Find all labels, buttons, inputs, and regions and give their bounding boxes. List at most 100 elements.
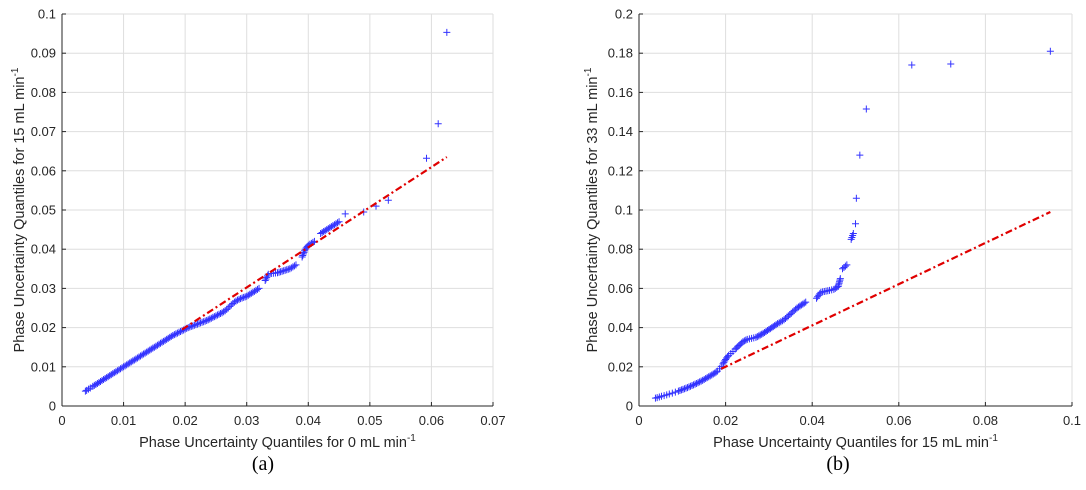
qq-data-point xyxy=(690,381,698,389)
y-tick-label: 0.06 xyxy=(31,163,56,178)
qq-data-point xyxy=(677,386,685,394)
qq-data-point xyxy=(742,336,750,344)
qq-data-point xyxy=(685,383,693,391)
qq-data-point xyxy=(173,329,181,337)
x-axis-title: Phase Uncertainty Quantiles for 15 mL mi… xyxy=(713,433,998,451)
x-tick-label: 0.01 xyxy=(111,413,136,428)
qq-data-point xyxy=(434,120,442,128)
qq-data-point xyxy=(721,357,729,365)
y-tick-label: 0.03 xyxy=(31,281,56,296)
qq-data-point xyxy=(852,220,859,228)
y-tick-label: 0.02 xyxy=(31,320,56,335)
qq-data-point xyxy=(674,387,682,395)
qq-data-point xyxy=(691,380,699,388)
x-tick-label: 0.1 xyxy=(1063,413,1081,428)
qq-data-point xyxy=(693,379,701,387)
qq-data-point xyxy=(262,275,270,283)
qq-data-point xyxy=(240,293,248,301)
qq-data-point xyxy=(703,374,711,382)
qq-data-point xyxy=(203,317,211,325)
y-tick-label: 0.05 xyxy=(31,203,56,218)
y-tick-label: 0.06 xyxy=(608,281,633,296)
qq-plot-panel-b: 0 0.02 0.04 0.06 0.08 0.1 0 0.02 0.04 0.06 0.08 0.1… xyxy=(583,7,1081,476)
qq-data-point xyxy=(702,375,710,383)
y-tick-label: 0 xyxy=(626,399,633,414)
qq-data-point xyxy=(680,385,688,393)
y-tick-label: 0.04 xyxy=(31,242,56,257)
qq-data-point xyxy=(665,390,673,398)
y-tick-label: 0.08 xyxy=(31,85,56,100)
qq-data-point xyxy=(700,375,708,383)
qq-data-point xyxy=(237,295,245,303)
qq-data-point xyxy=(856,151,864,159)
y-tick-label: 0.01 xyxy=(31,359,56,374)
qq-data-point xyxy=(335,218,343,226)
qq-data-point xyxy=(210,313,218,321)
qq-data-point xyxy=(195,319,203,327)
qq-data-point xyxy=(172,330,180,338)
qq-data-point xyxy=(299,251,307,259)
qq-data-point xyxy=(719,360,727,368)
qq-data-point xyxy=(207,314,215,322)
qq-data-point xyxy=(712,368,720,376)
qq-data-point xyxy=(724,353,732,361)
qq-data-point xyxy=(694,379,702,387)
qq-data-point xyxy=(298,253,306,261)
qq-data-point xyxy=(341,210,349,218)
qq-data-point xyxy=(226,302,234,310)
qq-data-point xyxy=(241,293,249,301)
qq-data-point xyxy=(204,316,212,324)
qq-data-point xyxy=(688,382,696,390)
y-tick-label: 0.04 xyxy=(608,320,633,335)
qq-data-point xyxy=(232,297,240,305)
qq-data-point xyxy=(852,194,860,202)
qq-data-point xyxy=(947,60,955,68)
qq-data-point xyxy=(756,331,764,339)
qq-data-point xyxy=(167,332,175,340)
y-tick-label: 0.1 xyxy=(38,7,56,22)
qq-data-point xyxy=(215,310,223,318)
y-axis-title-superscript: -1 xyxy=(583,67,594,76)
qq-data-point xyxy=(697,377,705,385)
y-axis-title-text: Phase Uncertainty Quantiles for 15 mL mi… xyxy=(12,77,28,353)
qq-data-point xyxy=(802,298,810,306)
qq-data-point xyxy=(720,358,728,366)
x-axis-title-text: Phase Uncertainty Quantiles for 15 mL mi… xyxy=(713,435,989,451)
y-axis-title: Phase Uncertainty Quantiles for 15 mL mi… xyxy=(10,67,28,352)
y-axis-title: Phase Uncertainty Quantiles for 33 mL mi… xyxy=(583,67,601,352)
qq-data-point xyxy=(235,295,243,303)
y-tick-label: 0 xyxy=(49,399,56,414)
qq-data-point xyxy=(255,284,263,292)
qq-data-point xyxy=(189,322,197,330)
qq-data-point xyxy=(676,387,684,395)
qq-data-point xyxy=(334,219,342,227)
x-tick-label: 0.06 xyxy=(886,413,911,428)
qq-data-point xyxy=(290,262,298,270)
qq-data-point xyxy=(384,196,392,204)
panel-label: (b) xyxy=(826,453,849,475)
y-axis-title-text: Phase Uncertainty Quantiles for 33 mL mi… xyxy=(585,77,601,353)
x-tick-label: 0.07 xyxy=(480,413,505,428)
y-tick-label: 0.18 xyxy=(608,46,633,61)
qq-data-point xyxy=(908,61,916,69)
x-tick-label: 0.02 xyxy=(172,413,197,428)
y-tick-label: 0.08 xyxy=(608,242,633,257)
qq-plot-panel-a: 0 0.01 0.02 0.03 0.04 0.05 0.06 0.07 0 0.01 0.02 0.… xyxy=(10,7,506,476)
qq-data-point xyxy=(206,315,214,323)
x-tick-label: 0.03 xyxy=(234,413,259,428)
qq-data-point xyxy=(169,331,177,339)
qq-data-point xyxy=(217,309,225,317)
x-tick-label: 0.04 xyxy=(800,413,825,428)
qq-data-point xyxy=(261,277,269,285)
qq-data-point xyxy=(292,261,300,269)
qq-data-point xyxy=(263,272,271,280)
qq-data-point xyxy=(753,333,761,341)
qq-data-point xyxy=(849,230,857,238)
x-tick-label: 0.02 xyxy=(713,413,738,428)
qq-data-point xyxy=(841,262,849,270)
x-tick-label: 0 xyxy=(58,413,65,428)
qq-data-point xyxy=(696,378,704,386)
qq-data-point xyxy=(192,321,200,329)
y-tick-label: 0.14 xyxy=(608,124,633,139)
